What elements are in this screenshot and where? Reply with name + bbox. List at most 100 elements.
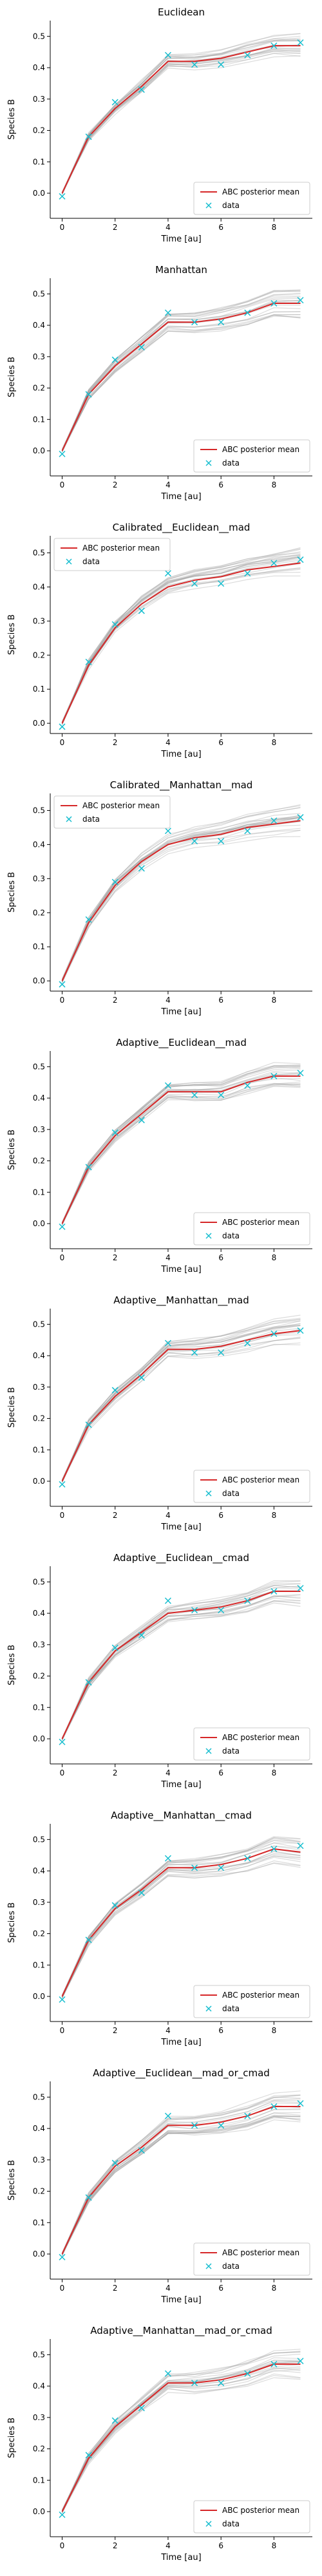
posterior-sample-line [61,293,301,452]
y-tick-label: 0.3 [33,616,45,625]
posterior-sample-line [61,44,301,193]
legend-box [193,2500,310,2533]
posterior-sample-line [61,2114,301,2253]
posterior-sample-line [61,2351,301,2511]
legend-box [53,795,171,829]
posterior-sample-line [61,1583,301,1740]
posterior-sample-line [61,2361,301,2510]
posterior-sample-line [61,569,301,723]
posterior-sample-line [61,49,301,194]
posterior-sample-line [61,1318,301,1481]
posterior-sample-line [61,1857,301,1998]
y-tick-label: 0.5 [33,2092,45,2101]
data-point-stroke [297,39,304,46]
data-point [191,1092,198,1099]
legend-box [193,1212,310,1245]
data-point [111,1902,118,1909]
data-point-stroke [244,2370,251,2377]
x-tick-label: 8 [272,2284,277,2293]
x-tick-label: 6 [218,2284,223,2293]
posterior-sample-line [61,40,301,194]
posterior-sample-line [61,805,301,979]
posterior-sample-line [61,1837,301,1996]
posterior-sample-line [61,1066,301,1225]
data-point-stroke [191,838,198,845]
posterior-sample-line [61,290,301,452]
x-axis-label: Time [au] [160,2295,201,2305]
posterior-sample-line [61,2351,301,2512]
data-point-stroke [218,1607,225,1614]
data-point [164,828,171,835]
data-point-stroke [59,723,66,730]
data-point [191,1349,198,1356]
y-axis-label: Species B [7,357,17,397]
x-tick-label: 8 [272,1253,277,1262]
posterior-sample-line [61,1320,301,1481]
posterior-sample-line [61,301,301,451]
chart-9: Adaptive__Manhattan__mad_or_cmad 0 2 4 6 8 0.0… [7,2325,312,2562]
data-point-stroke [85,2194,92,2201]
y-tick-label: 0.1 [33,157,45,166]
y-tick-label: 0.0 [33,1992,45,2001]
posterior-sample-line [61,1842,301,1996]
data-point [138,607,145,614]
posterior-sample-line [61,2090,301,2254]
x-tick-label: 8 [272,1511,277,1520]
legend-label-mean: ABC posterior mean [222,1733,299,1742]
data-point-stroke [218,2122,225,2129]
data-point [297,39,304,46]
data-point [59,723,66,730]
data-point [244,1082,251,1089]
posterior-sample-line [61,2119,301,2255]
y-tick-label: 0.4 [33,1609,45,1618]
posterior-sample-line [61,561,301,724]
data-point [297,1842,304,1850]
data-point [164,1082,171,1089]
x-axis-label: Time [au] [160,2038,201,2047]
x-tick-label: 0 [60,480,65,489]
x-axis-label: Time [au] [160,492,201,502]
y-tick-label: 0.3 [33,1640,45,1649]
x-tick-label: 0 [60,1768,65,1777]
x-tick-label: 8 [272,738,277,747]
data-point [111,2417,118,2424]
posterior-sample-line [61,2369,301,2512]
data-point-stroke [297,1327,304,1334]
data-point [270,1072,278,1080]
data-point [138,865,145,872]
posterior-sample-line [61,1334,301,1482]
posterior-sample-line [61,311,301,452]
posterior-sample-line [61,816,301,983]
data-point-stroke [59,981,66,988]
chart-1: Manhattan 0 2 4 6 8 0.0 0.1 0.2 0.3 0.4 0.5 Time [au… [7,264,312,502]
data-point-stroke [164,309,171,316]
data-point [85,1164,92,1171]
posterior-sample-line [61,1325,301,1481]
x-tick-label: 8 [272,223,277,232]
posterior-sample-line [61,548,301,723]
posterior-samples [61,289,301,453]
chart-title: Calibrated__Euclidean__mad [113,522,251,534]
data-point [85,2452,92,2459]
data-point [191,838,198,845]
data-point-stroke [270,299,278,307]
y-tick-label: 0.5 [33,548,45,557]
y-tick-label: 0.3 [33,95,45,104]
legend-label-mean: ABC posterior mean [82,544,160,553]
posterior-samples [61,1580,301,1741]
x-tick-label: 6 [218,738,223,747]
y-tick-label: 0.0 [33,976,45,985]
chart-title: Adaptive__Euclidean__mad [116,1037,247,1049]
data-point-stroke [218,1349,225,1356]
posterior-sample-line [61,1862,301,1998]
y-axis-label: Species B [7,872,17,913]
data-point [59,1738,66,1745]
legend: ABC posterior mean data [193,2242,310,2276]
data-point-stroke [111,621,118,628]
posterior-sample-line [61,572,301,725]
data-point-stroke [85,658,92,665]
posterior-sample-line [61,53,301,195]
data-point [297,2358,304,2365]
y-tick-label: 0.5 [33,1835,45,1844]
y-tick-label: 0.4 [33,1094,45,1103]
